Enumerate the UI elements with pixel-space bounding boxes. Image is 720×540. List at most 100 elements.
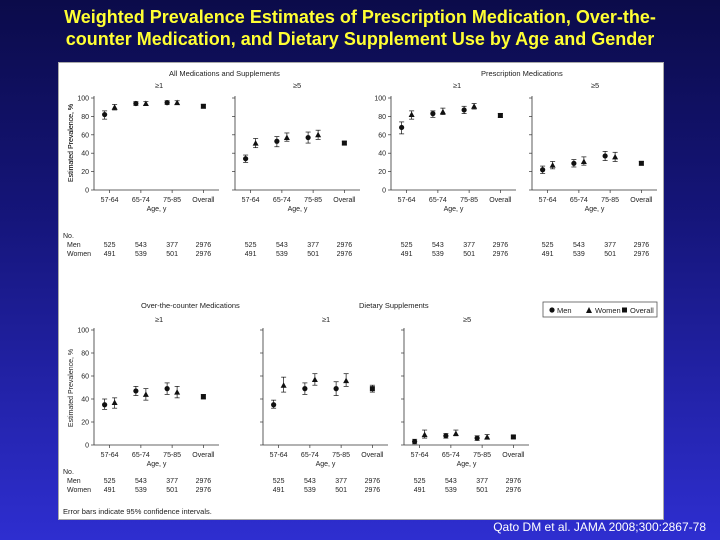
slide-title-line-2: counter Medication, and Dietary Suppleme… — [65, 29, 655, 49]
chart-3-title: Prescription Medications — [481, 69, 563, 78]
chart-4-xtick-label: 65-74 — [570, 197, 588, 204]
chart-2-xtick-label: 75-85 — [304, 197, 322, 204]
chart-5-ylabel: Estimated Prevalence, % — [68, 349, 75, 427]
chart-5-xtick-label: 57-64 — [101, 452, 119, 459]
chart-5-title: Over-the-counter Medications — [141, 301, 240, 310]
chart-1-xlabel: Age, y — [147, 206, 167, 213]
chart-6-title: Dietary Supplements — [359, 301, 429, 310]
chart-3-xlabel: Age, y — [444, 206, 464, 213]
chart-1-ytick-label: 40 — [81, 151, 89, 158]
chart-5-count-men: 2976 — [196, 478, 212, 485]
chart-5-men-point — [164, 386, 170, 392]
citation: Qato DM et al. JAMA 2008;300:2867-78 — [493, 520, 706, 534]
chart-1-count-women: 539 — [135, 251, 147, 258]
chart-7-women-point — [452, 430, 459, 436]
chart-4-xtick-label: 75-85 — [601, 197, 619, 204]
figure-panel: All Medications and Supplements ≥1 0 20 40 60… — [58, 62, 664, 520]
chart-4-subtitle: ≥5 — [591, 81, 599, 90]
figure-svg: All Medications and Supplements ≥1 0 20 40 60… — [63, 69, 658, 516]
chart-2-overall-point — [341, 140, 347, 146]
chart-1-women-point — [142, 100, 149, 107]
chart-5-women-point — [111, 399, 118, 405]
chart-5-count-women: 491 — [104, 487, 116, 494]
chart-1-xtick-label: 65-74 — [132, 197, 150, 204]
chart-2-xtick-label: Overall — [333, 197, 356, 204]
chart-3-overall-point — [497, 112, 503, 118]
chart-1-count-women: 2976 — [196, 251, 212, 258]
chart-1-ytick-label: 80 — [81, 114, 89, 121]
chart-1-xtick-label: 57-64 — [101, 197, 119, 204]
chart-5-overall-point — [200, 394, 206, 400]
chart-1-title: All Medications and Supplements — [169, 69, 280, 78]
chart-3-count-men: 543 — [432, 242, 444, 249]
legend-overall-label: Overall — [630, 306, 654, 315]
chart-2-men-point — [243, 156, 249, 162]
chart-5-subtitle: ≥1 — [155, 315, 163, 324]
chart-4-count-men: 377 — [604, 242, 616, 249]
chart-6-xlabel: Age, y — [316, 461, 336, 468]
chart-1-women-point — [111, 104, 118, 110]
chart-7-xtick-label: 57-64 — [411, 452, 429, 459]
chart-1-overall-point — [200, 103, 206, 109]
chart-6-xtick-label: Overall — [361, 452, 384, 459]
chart-5-count-men: 543 — [135, 478, 147, 485]
chart-2-count-men: 543 — [276, 242, 288, 249]
footnote: Error bars indicate 95% confidence inter… — [63, 507, 212, 516]
chart-6-xtick-label: 75-85 — [332, 452, 350, 459]
chart-2-subtitle: ≥5 — [293, 81, 301, 90]
chart-7-xlabel: Age, y — [457, 461, 477, 468]
chart-2-count-men: 377 — [307, 242, 319, 249]
chart-6-subtitle: ≥1 — [322, 315, 330, 324]
chart-2-xtick-label: 57-64 — [242, 197, 260, 204]
chart-3-women-point — [471, 103, 478, 109]
chart-3-men-point — [430, 111, 436, 117]
chart-5-xtick-label: 65-74 — [132, 452, 150, 459]
chart-2-men-point — [305, 134, 311, 141]
chart-7-women-point — [484, 433, 491, 440]
chart-6-count-women: 539 — [304, 487, 316, 494]
chart-4-women-point — [580, 158, 587, 164]
chart-1-ytick-label: 0 — [85, 188, 89, 195]
chart-7-xtick-label: 75-85 — [473, 452, 491, 459]
chart-1-no-label: No. — [63, 233, 74, 240]
chart-7-xtick-label: Overall — [502, 452, 525, 459]
chart-4-xtick-label: 57-64 — [539, 197, 557, 204]
chart-3-ytick-label: 20 — [378, 169, 386, 176]
chart-4-count-men: 2976 — [634, 242, 650, 249]
chart-3-women-point — [408, 111, 415, 118]
chart-5-count-women: 2976 — [196, 487, 212, 494]
chart-4-count-men: 525 — [542, 242, 554, 249]
chart-7-count-men: 525 — [414, 478, 426, 485]
chart-2-xlabel: Age, y — [288, 206, 308, 213]
chart-1-men-label: Men — [67, 242, 81, 249]
chart-3-ylabel: Estimated Prevalence, % — [68, 104, 75, 182]
chart-4-men-point — [571, 160, 577, 166]
chart-6-overall-point — [369, 386, 375, 392]
chart-3-ytick-label: 0 — [382, 188, 386, 195]
chart-7-men-point — [474, 435, 480, 441]
chart-2-women-point — [283, 134, 290, 141]
chart-7-count-women: 539 — [445, 487, 457, 494]
chart-2-count-women: 501 — [307, 251, 319, 258]
chart-2-xtick-label: 65-74 — [273, 197, 291, 204]
chart-7-count-men: 543 — [445, 478, 457, 485]
chart-6-count-men: 525 — [273, 478, 285, 485]
chart-2-count-men: 2976 — [337, 242, 353, 249]
chart-5-count-women: 501 — [166, 487, 178, 494]
chart-1-men-point — [102, 111, 108, 118]
chart-3-men-point — [461, 107, 467, 113]
chart-1-men-point — [164, 100, 170, 106]
chart-6-xtick-label: 57-64 — [270, 452, 288, 459]
slide-title: Weighted Prevalence Estimates of Prescri… — [0, 6, 720, 50]
chart-4-women-point — [549, 162, 556, 168]
chart-5-ytick-label: 60 — [81, 374, 89, 381]
chart-1-count-men: 2976 — [196, 242, 212, 249]
chart-1-ytick-label: 20 — [81, 169, 89, 176]
chart-6-men-point — [302, 386, 308, 392]
chart-3-count-women: 539 — [432, 251, 444, 258]
chart-3-ytick-label: 40 — [378, 151, 386, 158]
chart-4-count-women: 491 — [542, 251, 554, 258]
chart-7-count-women: 491 — [414, 487, 426, 494]
chart-1-women-label: Women — [67, 251, 91, 258]
chart-3-ytick-label: 100 — [374, 96, 386, 103]
